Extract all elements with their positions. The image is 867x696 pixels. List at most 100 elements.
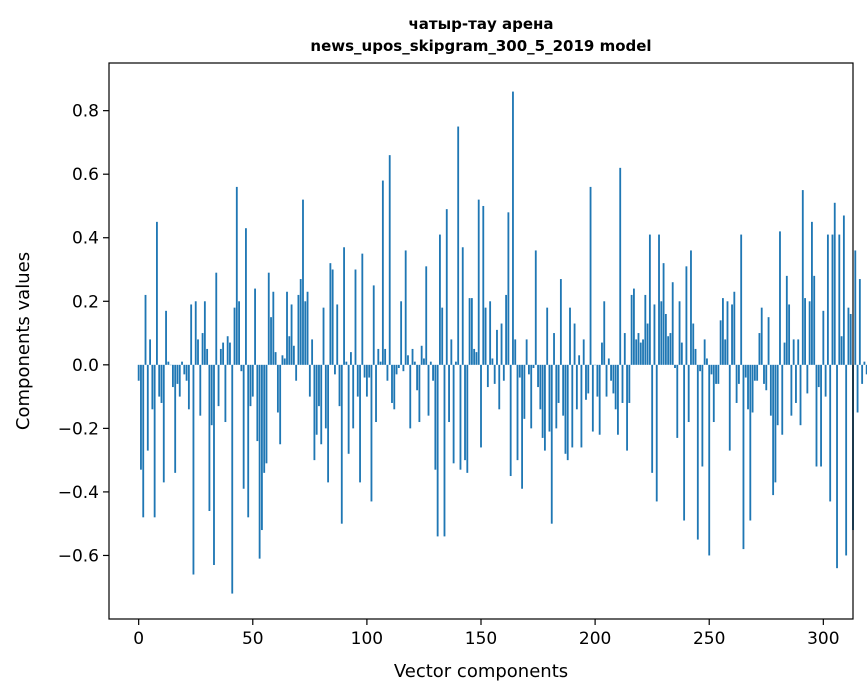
bar: [156, 221, 158, 365]
bar: [619, 167, 622, 365]
bar: [605, 364, 608, 397]
bar: [655, 364, 658, 502]
bar: [694, 348, 697, 365]
bar: [318, 364, 320, 407]
bar: [263, 364, 266, 473]
bar: [744, 364, 747, 378]
bar: [833, 202, 836, 365]
bar: [343, 247, 345, 365]
bar: [521, 364, 523, 489]
bar: [733, 291, 736, 365]
bar: [276, 364, 279, 413]
bar: [423, 358, 425, 365]
x-tick-label: 150: [465, 629, 497, 649]
bar: [753, 364, 756, 381]
bar: [489, 301, 492, 365]
bar: [329, 263, 332, 365]
chart-title-line2: news_upos_skipgram_300_5_2019 model: [310, 37, 651, 55]
bar: [242, 364, 245, 489]
bar: [712, 364, 715, 423]
bar: [676, 364, 679, 438]
bar: [822, 310, 825, 365]
bar: [518, 364, 521, 378]
bar: [160, 364, 163, 403]
bar: [320, 364, 323, 445]
bar: [386, 364, 389, 381]
bar: [162, 364, 165, 483]
bar: [845, 364, 848, 556]
bar: [213, 364, 215, 565]
bar: [747, 364, 749, 410]
bar: [215, 272, 218, 365]
bar: [557, 364, 560, 403]
bar: [235, 186, 238, 365]
bar: [473, 348, 476, 365]
bar: [813, 275, 816, 365]
bar: [231, 364, 234, 594]
bar: [628, 364, 631, 403]
bar: [247, 364, 250, 518]
bar: [607, 358, 610, 365]
bar: [272, 291, 275, 365]
bar: [578, 355, 581, 365]
bar: [203, 301, 206, 365]
bar: [137, 364, 140, 381]
bar: [571, 364, 574, 448]
bar: [706, 358, 708, 365]
bar: [587, 364, 590, 394]
bar: [482, 205, 485, 365]
bar: [658, 234, 660, 365]
bar: [493, 364, 496, 384]
bar: [425, 266, 428, 365]
bar: [229, 342, 231, 365]
bar: [377, 348, 380, 365]
bar: [480, 364, 482, 448]
bar: [185, 364, 188, 381]
bar: [206, 348, 209, 365]
bar: [194, 301, 197, 365]
bar: [562, 364, 565, 416]
bar: [354, 269, 357, 365]
bar: [270, 317, 272, 365]
bar: [486, 364, 489, 388]
bar: [402, 364, 405, 372]
bar: [539, 364, 542, 410]
bar: [258, 364, 261, 559]
bar: [614, 364, 617, 410]
bar: [498, 364, 501, 410]
bar: [514, 339, 517, 365]
bar: [797, 339, 800, 365]
bar: [765, 364, 768, 391]
x-tick-label: 300: [807, 629, 839, 649]
bar: [758, 333, 761, 365]
bar: [728, 364, 731, 451]
bar: [311, 339, 314, 365]
bar: [710, 364, 713, 375]
bar: [388, 155, 391, 365]
bar: [626, 364, 628, 451]
x-tick-label: 100: [351, 629, 383, 649]
bar: [445, 209, 448, 365]
y-tick-label: 0.0: [72, 356, 99, 376]
bar: [466, 364, 469, 473]
bar: [151, 364, 154, 410]
bar: [397, 364, 400, 369]
bar: [361, 253, 364, 365]
bar: [847, 307, 850, 365]
bar: [347, 364, 350, 454]
bar: [171, 364, 174, 388]
bar: [534, 250, 537, 365]
bar: [240, 364, 243, 372]
bar: [181, 361, 183, 365]
bar: [537, 364, 539, 388]
bar: [731, 304, 733, 365]
bar: [811, 221, 813, 365]
bar: [836, 364, 838, 569]
bar: [699, 364, 702, 372]
bar: [861, 364, 864, 384]
bar: [411, 348, 414, 365]
bar: [454, 361, 457, 365]
bar: [783, 342, 786, 365]
bar: [582, 339, 585, 365]
bar: [509, 364, 512, 477]
